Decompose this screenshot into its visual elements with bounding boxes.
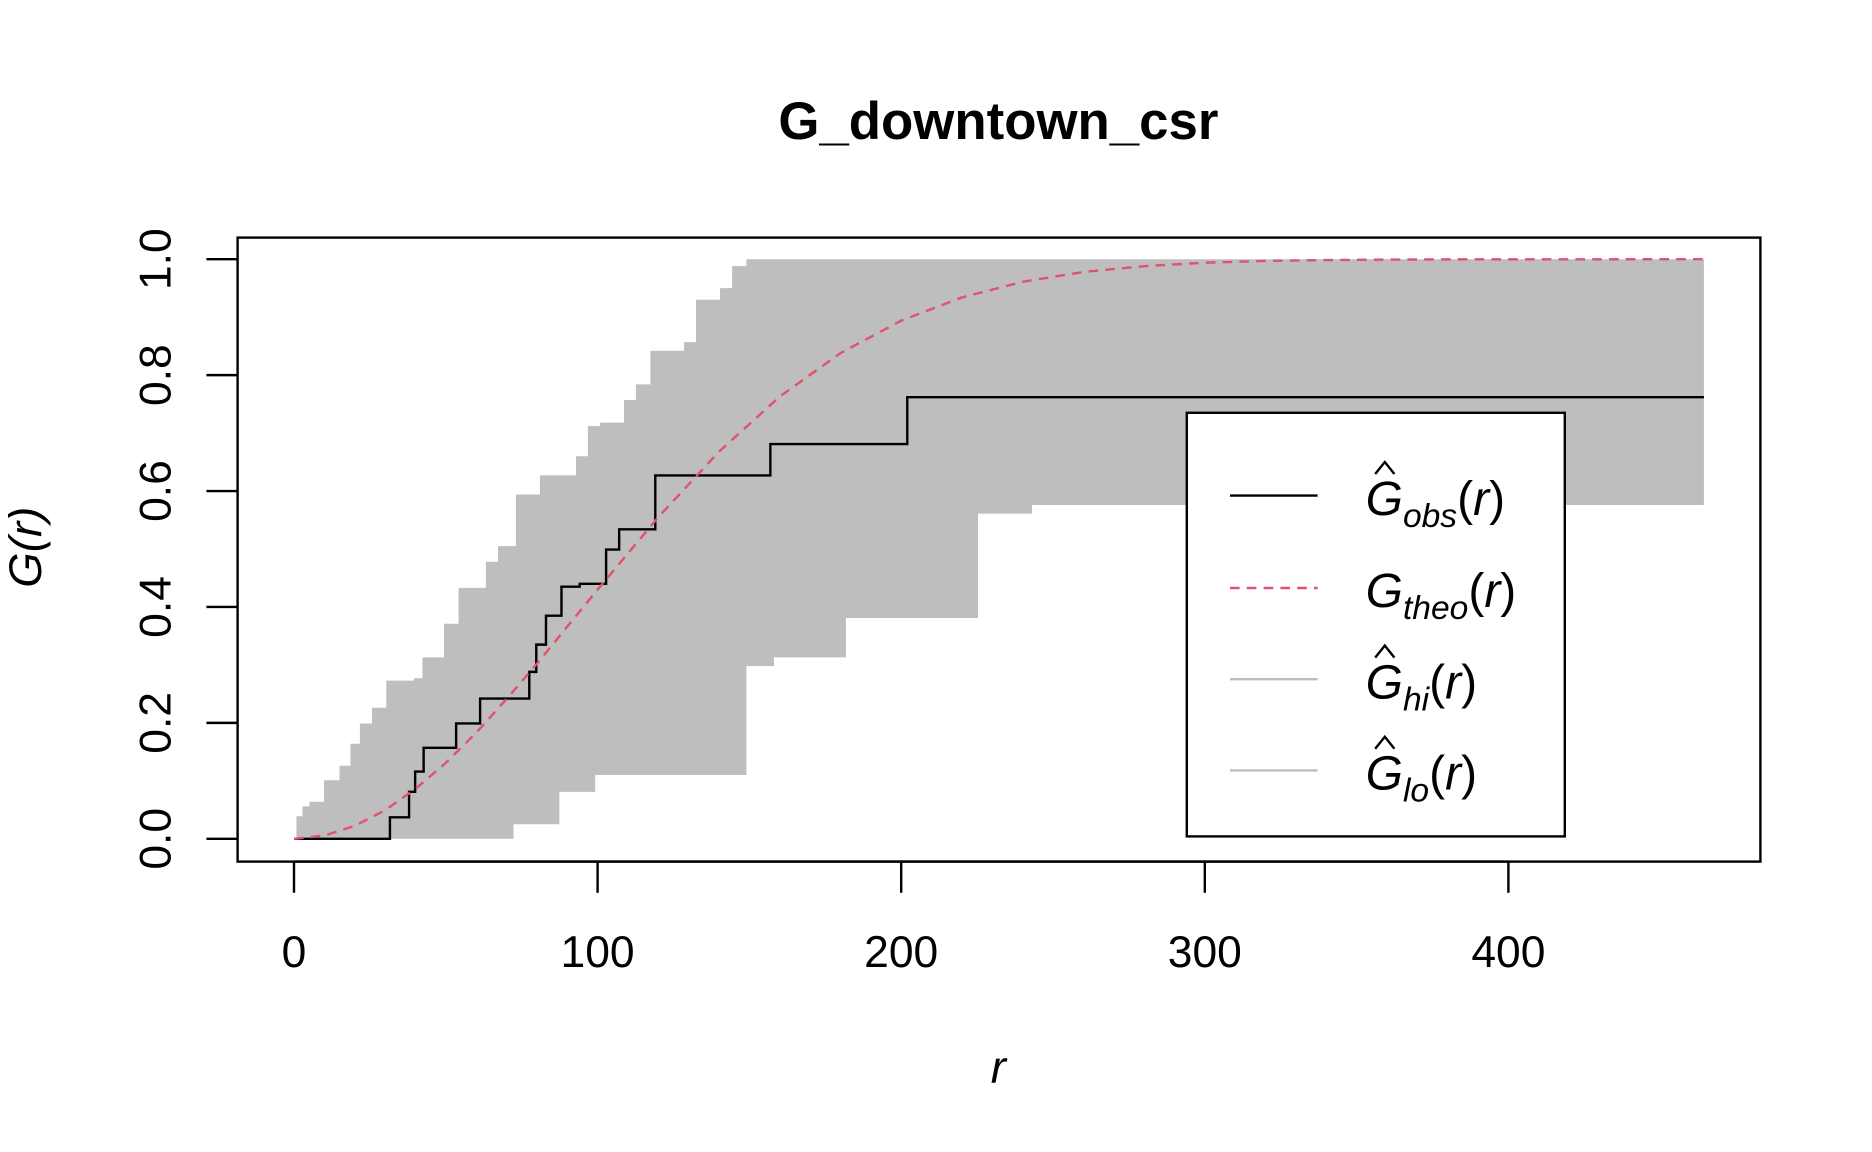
x-tick-label: 100 <box>561 928 635 977</box>
x-tick-label: 300 <box>1168 928 1242 977</box>
hat-icon <box>1374 643 1396 659</box>
y-tick-label: 1.0 <box>131 228 180 290</box>
envelope-band-area <box>294 259 1704 839</box>
y-axis-label: G(r) <box>0 507 51 588</box>
x-axis-label: r <box>991 1041 1008 1092</box>
y-tick-label: 0.6 <box>131 460 180 522</box>
envelope-band <box>294 259 1704 839</box>
y-axis: 0.0 0.2 0.4 0.6 0.8 1.0 <box>131 228 238 870</box>
legend-box <box>1185 411 1566 838</box>
y-tick-label: 0.8 <box>131 344 180 406</box>
legend-label-hi: Ghi(r) <box>1366 656 1477 718</box>
x-tick-label: 400 <box>1471 928 1545 977</box>
x-tick-label: 0 <box>282 928 307 977</box>
legend-label-theo: Gtheo(r) <box>1366 565 1517 627</box>
series-line-theo <box>293 258 1704 840</box>
y-tick-label: 0.4 <box>131 576 180 638</box>
hat-icon <box>1374 460 1396 475</box>
chart-title: G_downtown_csr <box>778 92 1218 151</box>
legend: Gobs(r) Gtheo(r) Ghi(r) Glo(r) <box>1185 411 1566 838</box>
y-tick-label: 0.2 <box>131 692 180 754</box>
hat-icon <box>1374 734 1396 750</box>
legend-label-lo: Glo(r) <box>1366 748 1477 810</box>
x-axis: 0 100 200 300 400 <box>282 860 1545 977</box>
series-line-obs <box>294 395 1704 840</box>
y-tick-label: 0.0 <box>131 808 180 870</box>
x-tick-label: 200 <box>864 928 938 977</box>
legend-label-obs: Gobs(r) <box>1366 473 1505 535</box>
